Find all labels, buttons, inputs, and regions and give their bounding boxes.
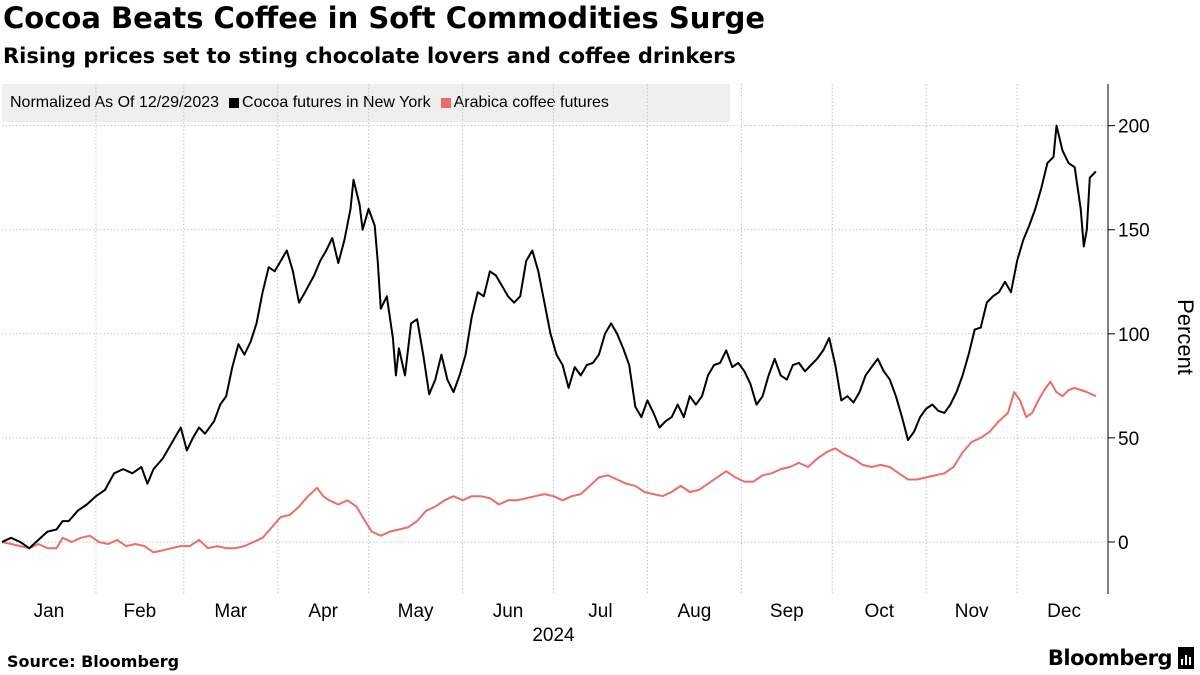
series-line-coffee (1, 380, 1097, 554)
x-tick-label: Mar (214, 601, 247, 622)
y-axis-title: Percent (1173, 299, 1198, 375)
x-tick-label: Apr (308, 601, 338, 622)
x-tick-label: Jul (588, 601, 612, 622)
chart-subtitle: Rising prices set to sting chocolate lov… (3, 44, 736, 68)
series-line-cocoa (1, 124, 1097, 550)
brand-mark: Bloomberg (1048, 646, 1194, 670)
x-tick-label: Oct (864, 601, 894, 622)
x-tick-label: Aug (677, 601, 711, 622)
bloomberg-logo-icon (1178, 647, 1194, 669)
legend-swatch-coffee (440, 98, 451, 108)
legend-label-coffee: Arabica coffee futures (453, 94, 609, 111)
y-tick-label: 0 (1118, 533, 1129, 554)
legend-item-coffee: Arabica coffee futures (440, 94, 609, 112)
brand-wordmark: Bloomberg (1047, 646, 1173, 670)
legend-swatch-cocoa (229, 98, 240, 108)
chart-title: Cocoa Beats Coffee in Soft Commodities S… (3, 1, 766, 35)
legend-note: Normalized As Of 12/29/2023 (10, 94, 220, 111)
y-tick-label: 100 (1118, 325, 1150, 346)
x-tick-label: Sep (770, 601, 804, 622)
source-note: Source: Bloomberg (7, 652, 180, 671)
legend-label-cocoa: Cocoa futures in New York (242, 94, 431, 111)
x-tick-label: May (398, 601, 434, 622)
y-tick-label: 50 (1118, 429, 1139, 450)
y-tick-label: 200 (1118, 117, 1150, 138)
x-tick-label: Jun (493, 601, 524, 622)
x-tick-label: Nov (955, 601, 989, 622)
x-tick-label: Dec (1047, 601, 1081, 622)
legend: Normalized As Of 12/29/2023 Cocoa future… (2, 84, 730, 122)
x-tick-label: Feb (123, 601, 156, 622)
x-axis-label: 2024 (532, 625, 575, 646)
x-tick-label: Jan (34, 601, 65, 622)
legend-item-cocoa: Cocoa futures in New York (229, 94, 431, 112)
y-tick-label: 150 (1118, 221, 1150, 242)
